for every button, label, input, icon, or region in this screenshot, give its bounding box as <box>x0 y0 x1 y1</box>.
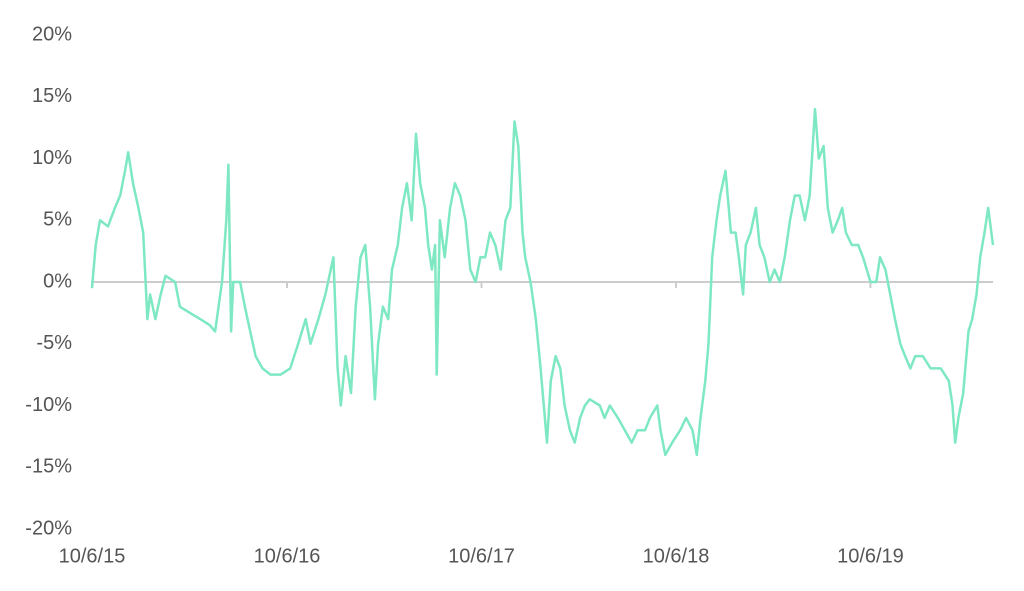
y-tick-label: -15% <box>25 456 72 478</box>
y-tick-label: 0% <box>43 270 72 292</box>
x-tick-label: 10/6/18 <box>643 545 710 567</box>
y-tick-label: -20% <box>25 517 72 539</box>
x-tick-label: 10/6/19 <box>837 545 904 567</box>
x-tick-label: 10/6/16 <box>254 545 321 567</box>
y-tick-label: 5% <box>43 209 72 231</box>
y-tick-label: 10% <box>32 147 72 169</box>
y-tick-label: 20% <box>32 23 72 45</box>
line <box>90 107 995 457</box>
y-tick-label: 15% <box>32 85 72 107</box>
x-tick-label: 10/6/15 <box>59 545 126 567</box>
y-tick-label: -5% <box>36 332 72 354</box>
y-tick-label: -10% <box>25 394 72 416</box>
x-tick-label: 10/6/17 <box>448 545 515 567</box>
